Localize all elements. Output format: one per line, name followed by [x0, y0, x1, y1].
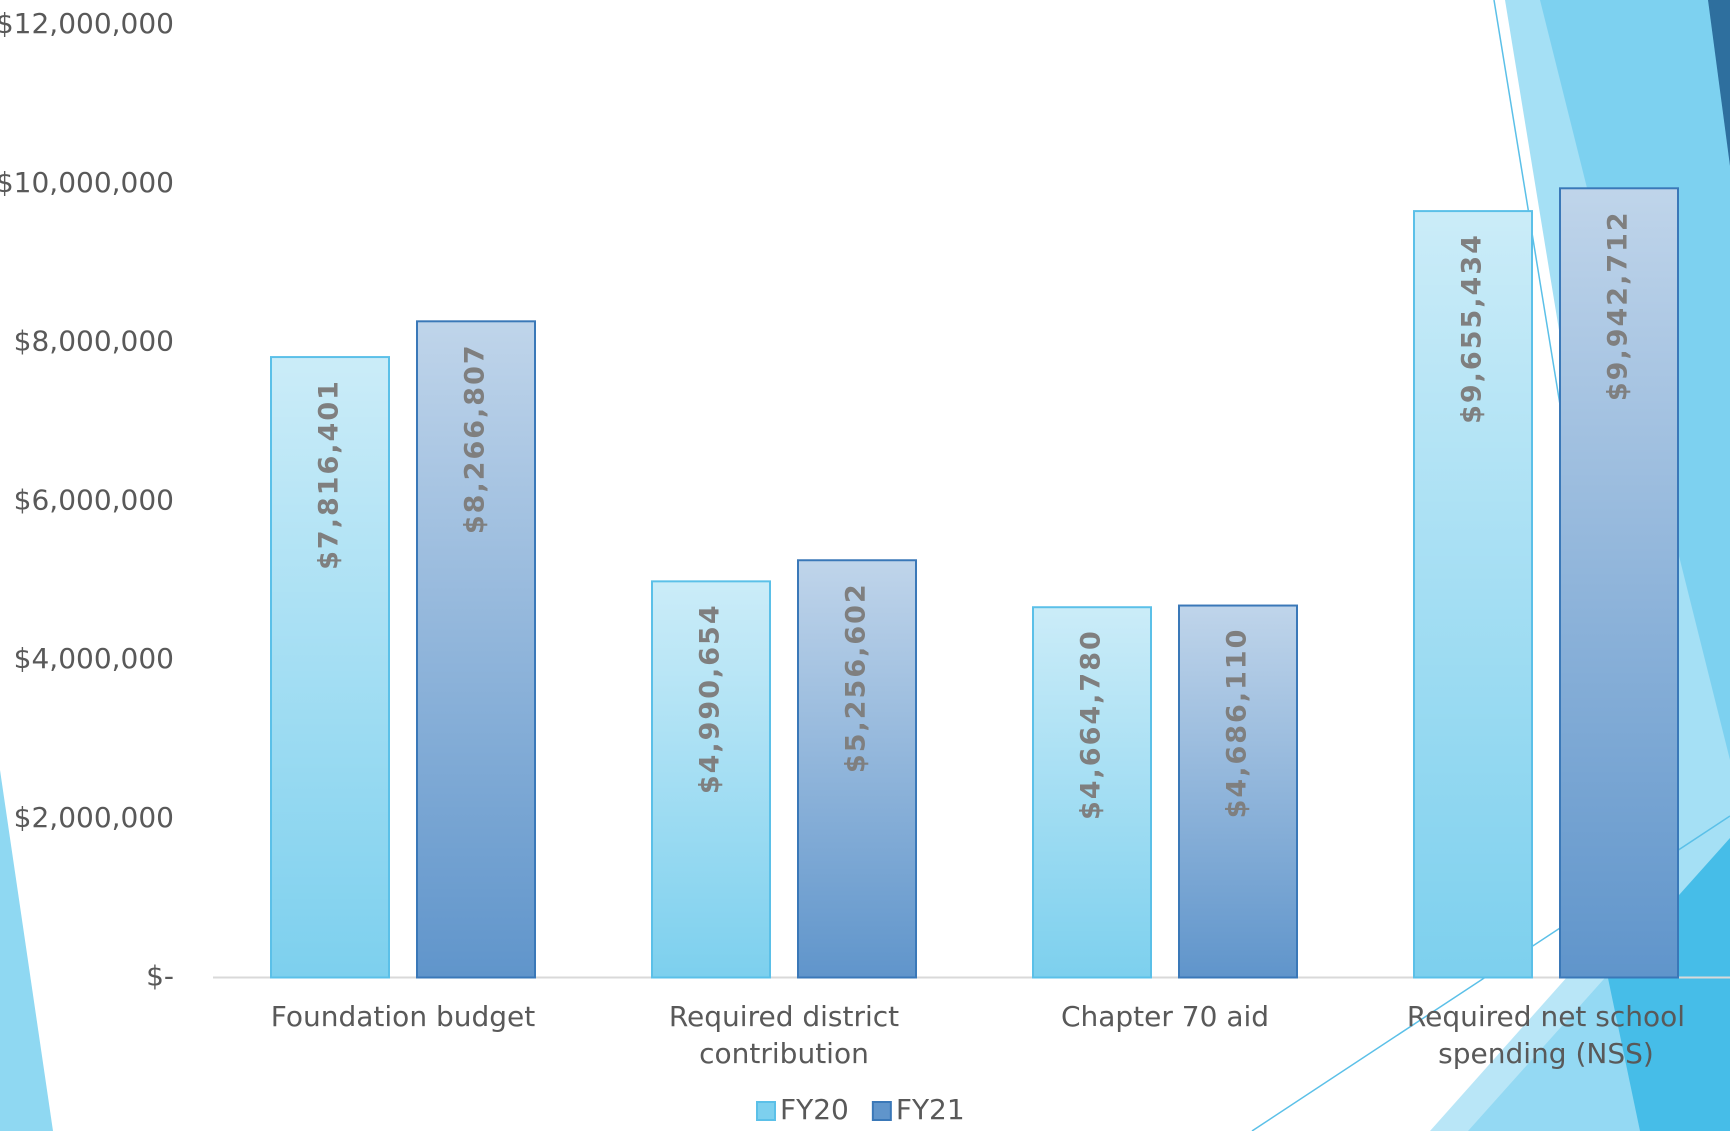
y-tick-label: $8,000,000 — [14, 325, 174, 358]
y-tick-label: $4,000,000 — [14, 642, 174, 675]
value-label: $4,990,654 — [695, 603, 726, 794]
bar-sheen — [272, 358, 388, 977]
value-label: $4,664,780 — [1076, 629, 1107, 820]
value-label: $9,942,712 — [1603, 210, 1634, 401]
bar-sheen — [653, 582, 769, 977]
value-label: $9,655,434 — [1457, 233, 1488, 424]
value-label: $7,816,401 — [314, 379, 345, 570]
x-tick-label: Foundation budget — [270, 1000, 536, 1033]
value-label: $8,266,807 — [460, 343, 491, 534]
x-tick-label: Required net school spending (NSS) — [1406, 1000, 1686, 1070]
y-tick-label: $- — [146, 960, 174, 993]
bar-sheen — [418, 322, 534, 977]
bar-sheen — [1180, 606, 1296, 977]
legend-swatch — [756, 1101, 776, 1121]
y-tick-label: $12,000,000 — [0, 7, 174, 40]
legend-label: FY21 — [896, 1093, 965, 1126]
bar-sheen — [1561, 189, 1677, 977]
legend-swatch — [871, 1101, 892, 1121]
x-tick-label: Chapter 70 aid — [1060, 1000, 1270, 1033]
bar-sheen — [1034, 608, 1150, 977]
x-tick-label: Required district contribution — [668, 1000, 900, 1070]
value-label: $4,686,110 — [1222, 628, 1253, 819]
legend-label: FY20 — [780, 1093, 849, 1126]
bar-sheen — [1415, 212, 1531, 977]
value-label: $5,256,602 — [841, 582, 872, 773]
y-tick-label: $10,000,000 — [0, 166, 174, 199]
bar-sheen — [799, 561, 915, 977]
y-tick-label: $6,000,000 — [14, 483, 174, 516]
y-tick-label: $2,000,000 — [14, 801, 174, 834]
